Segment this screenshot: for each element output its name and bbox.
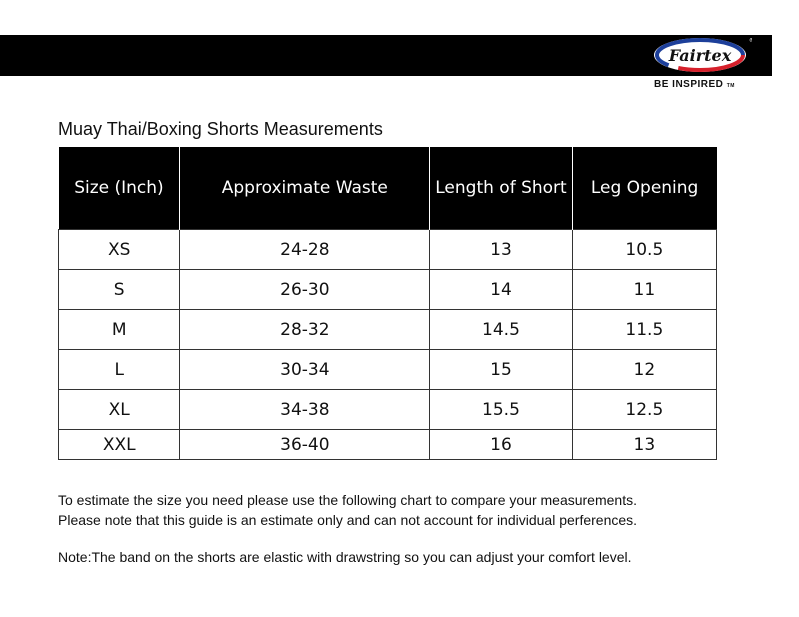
table-cell: 12 bbox=[571, 349, 718, 390]
table-row: XXL 36-40 16 13 bbox=[57, 429, 718, 460]
table-cell: M bbox=[57, 309, 181, 350]
table-cell: 10.5 bbox=[571, 229, 718, 270]
table-cell: 16 bbox=[429, 429, 573, 460]
table-cell: 34-38 bbox=[179, 389, 431, 430]
table-cell: 36-40 bbox=[179, 429, 431, 460]
table-cell: XS bbox=[57, 229, 181, 270]
table-row: XL 34-38 15.5 12.5 bbox=[57, 389, 718, 430]
table-row: XS 24-28 13 10.5 bbox=[57, 229, 718, 270]
header-size: Size (Inch) bbox=[58, 147, 181, 230]
table-row: S 26-30 14 11 bbox=[57, 269, 718, 310]
svg-text:Fairtex: Fairtex bbox=[668, 46, 732, 65]
table-cell: 26-30 bbox=[179, 269, 431, 310]
table-cell: 11.5 bbox=[571, 309, 718, 350]
table-row: L 30-34 15 12 bbox=[57, 349, 718, 390]
note-estimate: To estimate the size you need please use… bbox=[58, 492, 637, 508]
table-cell: XXL bbox=[57, 429, 181, 460]
table-cell: S bbox=[57, 269, 181, 310]
header-length: Length of Short bbox=[429, 147, 573, 230]
table-cell: L bbox=[57, 349, 181, 390]
table-cell: 14 bbox=[429, 269, 573, 310]
table-header: Size (Inch) Approximate Waste Length of … bbox=[58, 147, 717, 230]
header-leg: Leg Opening bbox=[572, 147, 717, 230]
tagline: BE INSPIRED TM bbox=[654, 79, 735, 90]
fairtex-logo: Fairtex ® bbox=[654, 37, 752, 72]
table-cell: 15.5 bbox=[429, 389, 573, 430]
table-cell: 28-32 bbox=[179, 309, 431, 350]
page-title: Muay Thai/Boxing Shorts Measurements bbox=[58, 119, 383, 139]
table-cell: 15 bbox=[429, 349, 573, 390]
table-cell: 24-28 bbox=[179, 229, 431, 270]
table-row: M 28-32 14.5 11.5 bbox=[57, 309, 718, 350]
size-table: Size (Inch) Approximate Waste Length of … bbox=[57, 147, 718, 460]
table-cell: 11 bbox=[571, 269, 718, 310]
table-cell: XL bbox=[57, 389, 181, 430]
table-cell: 14.5 bbox=[429, 309, 573, 350]
header-waist: Approximate Waste bbox=[179, 147, 431, 230]
note-elastic: Note:The band on the shorts are elastic … bbox=[58, 549, 632, 565]
note-disclaimer: Please note that this guide is an estima… bbox=[58, 512, 638, 528]
header-bar bbox=[0, 35, 772, 76]
table-cell: 12.5 bbox=[571, 389, 718, 430]
table-cell: 13 bbox=[429, 229, 573, 270]
table-cell: 30-34 bbox=[179, 349, 431, 390]
svg-text:®: ® bbox=[749, 37, 752, 44]
table-cell: 13 bbox=[571, 429, 718, 460]
